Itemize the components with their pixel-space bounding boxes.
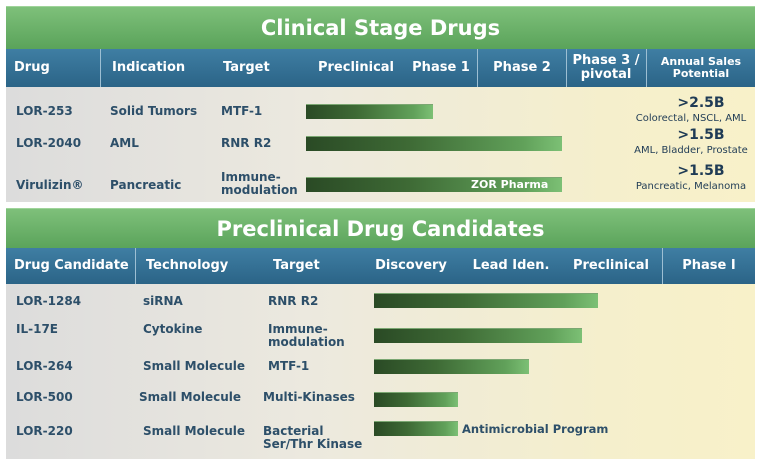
program-note: Antimicrobial Program	[462, 422, 609, 436]
drug-name: LOR-500	[16, 390, 73, 404]
technology: Cytokine	[143, 322, 203, 336]
target: Immune- modulation	[268, 322, 345, 349]
clinical-body: LOR-253 Solid Tumors MTF-1 >2.5B Colorec…	[6, 87, 755, 202]
header-technology: Technology	[146, 258, 229, 273]
progress-bar	[374, 328, 582, 343]
technology: siRNA	[143, 294, 183, 308]
progress-bar	[374, 293, 598, 308]
indication: Pancreatic	[110, 178, 182, 192]
header-target: Target	[273, 258, 320, 273]
clinical-header-row: Drug Indication Target Preclinical Phase…	[6, 49, 755, 87]
header-phase1: Phase 1	[412, 60, 470, 75]
progress-bar	[374, 359, 529, 374]
preclinical-header-row: Drug Candidate Technology Target Discove…	[6, 248, 755, 284]
target: RNR R2	[221, 136, 272, 150]
progress-bar	[306, 104, 433, 119]
technology: Small Molecule	[143, 359, 245, 373]
drug-name: LOR-2040	[16, 136, 82, 150]
header-discovery: Discovery	[375, 258, 447, 273]
target: MTF-1	[221, 104, 263, 118]
drug-name: LOR-264	[16, 359, 73, 373]
target: Immune- modulation	[221, 170, 298, 197]
progress-bar	[306, 177, 562, 192]
target: Bacterial Ser/Thr Kinase	[263, 424, 363, 451]
technology: Small Molecule	[143, 424, 245, 438]
clinical-title: Clinical Stage Drugs	[6, 6, 755, 49]
sales-detail: Colorectal, NSCL, AML	[635, 113, 747, 124]
sales-detail: AML, Bladder, Prostate	[634, 145, 748, 156]
bar-label: ZOR Pharma	[471, 178, 549, 191]
indication: Solid Tumors	[110, 104, 198, 118]
indication: AML	[110, 136, 139, 150]
drug-name: LOR-220	[16, 424, 73, 438]
sales-value: >1.5B	[677, 127, 725, 143]
sales-value: >2.5B	[677, 95, 725, 111]
header-candidate: Drug Candidate	[14, 258, 129, 273]
sales-detail: Pancreatic, Melanoma	[635, 181, 747, 192]
header-phase1: Phase I	[682, 258, 736, 273]
drug-name: Virulizin®	[16, 178, 84, 192]
sales-value: >1.5B	[677, 163, 725, 179]
target: RNR R2	[268, 294, 319, 308]
progress-bar	[306, 136, 562, 151]
header-preclinical: Preclinical	[572, 258, 650, 273]
header-phase3: Phase 3 / pivotal	[572, 53, 640, 82]
header-indication: Indication	[112, 60, 186, 75]
progress-bar	[374, 392, 458, 407]
header-target: Target	[223, 60, 270, 75]
target: MTF-1	[268, 359, 310, 373]
preclinical-title: Preclinical Drug Candidates	[6, 208, 755, 249]
header-drug: Drug	[14, 60, 50, 75]
header-sales: Annual Sales Potential	[660, 55, 742, 80]
header-preclinical: Preclinical	[317, 60, 395, 75]
drug-name: LOR-1284	[16, 294, 82, 308]
preclinical-panel: Preclinical Drug Candidates Drug Candida…	[6, 208, 755, 459]
header-lead: Lead Iden.	[472, 258, 550, 273]
preclinical-body: LOR-1284 siRNA RNR R2 IL-17E Cytokine Im…	[6, 284, 755, 459]
clinical-panel: Clinical Stage Drugs Drug Indication Tar…	[6, 6, 755, 202]
drug-name: LOR-253	[16, 104, 73, 118]
target: Multi-Kinases	[263, 390, 355, 404]
progress-bar	[374, 421, 458, 436]
technology: Small Molecule	[139, 390, 241, 404]
drug-name: IL-17E	[16, 322, 58, 336]
header-phase2: Phase 2	[493, 60, 551, 75]
